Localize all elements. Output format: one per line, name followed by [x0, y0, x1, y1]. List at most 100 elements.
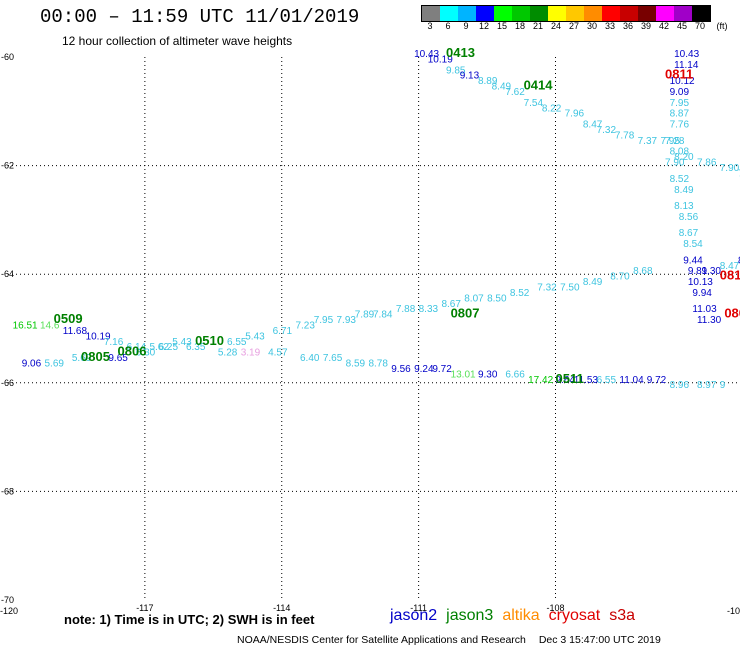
wave-height-label: 16.51 [13, 321, 38, 332]
scale-swatch [674, 6, 692, 21]
wave-height-label: 11.14 [674, 60, 699, 71]
wave-height-label: 8.96 [670, 380, 690, 391]
wave-height-label: 6.66 [505, 369, 525, 380]
lat-tick-label: -64 [1, 269, 14, 279]
wave-height-label: 8.68 [633, 266, 653, 277]
scale-swatch [494, 6, 512, 21]
wave-height-label: 7.95 [670, 98, 690, 109]
wave-height-label: 8.47 [583, 120, 603, 131]
satellite-legend-jason2: jason2 [390, 607, 438, 624]
scale-swatch [548, 6, 566, 21]
lon-tick-label: -10 [727, 606, 740, 616]
scale-swatch [476, 6, 494, 21]
wave-height-label: 11.53 [574, 375, 599, 386]
wave-height-label: 8.22 [542, 103, 562, 114]
satellite-legend: jason2 jason3 altika cryosat s3a [390, 607, 644, 625]
wave-height-label: 9.72 [647, 375, 667, 386]
wave-height-label: 7.37 [638, 136, 658, 147]
wave-height-label: 10.43 [674, 49, 699, 60]
scale-swatch [692, 6, 710, 21]
wave-height-label: 8.07 [464, 293, 484, 304]
wave-height-label: 8.08 [670, 147, 690, 158]
wave-height-label: 9.30 [478, 369, 498, 380]
wave-height-label: 9.72 [432, 364, 452, 375]
wave-height-label: 11.03 [692, 304, 717, 315]
wave-height-label: 9.44 [683, 255, 703, 266]
footer-credit: NOAA/NESDIS Center for Satellite Applica… [237, 634, 671, 646]
wave-height-label: 7.84 [373, 310, 393, 321]
lon-tick-label: -117 [136, 603, 153, 613]
scale-swatch [656, 6, 674, 21]
wave-height-label: 10.12 [670, 76, 695, 87]
wave-height-label: 5.43 [245, 331, 265, 342]
wave-height-label: 9.81 [688, 266, 708, 277]
wave-height-label: 6.55 [227, 337, 247, 348]
wave-height-label: 8.52 [510, 288, 530, 299]
scale-swatch [602, 6, 620, 21]
wave-height-label: 7.54 [524, 98, 544, 109]
wave-height-label: 10.19 [86, 331, 111, 342]
scale-label: 6 [445, 21, 451, 31]
scale-label: 30 [586, 21, 597, 31]
wave-height-label: 6.40 [300, 353, 320, 364]
wave-height-label: 9.65 [108, 353, 128, 364]
wave-height-label: 9.09 [670, 87, 690, 98]
wave-height-label: 7.62 [505, 87, 525, 98]
lat-tick-label: -70 [1, 595, 14, 605]
wave-height-label: 9.94 [692, 288, 712, 299]
scale-swatch [512, 6, 530, 21]
scale-label: 70 [694, 21, 705, 31]
wave-height-label: 11.04 [619, 375, 644, 386]
scale-label: 45 [676, 21, 687, 31]
lat-tick-label: -62 [1, 161, 14, 171]
wave-height-label: 9.24 [414, 364, 434, 375]
pass-id-label: 080 [724, 306, 740, 321]
wave-height-label: 7.95 [314, 315, 334, 326]
scale-swatch [530, 6, 548, 21]
wave-height-label: 6.30 [136, 348, 156, 359]
wave-height-label: 5.62 [149, 342, 169, 353]
color-scale [421, 5, 711, 22]
wave-height-label: 9 [720, 380, 726, 391]
wave-height-label: 7.16 [104, 337, 124, 348]
wave-height-label: 6.55 [597, 375, 617, 386]
wave-height-label: 8.78 [368, 359, 388, 370]
wave-height-label: 5.69 [45, 359, 65, 370]
lon-tick-label: -111 [410, 603, 427, 613]
scale-label: 39 [640, 21, 651, 31]
wave-height-label: 8.67 [679, 228, 699, 239]
wave-height-label: 7.88 [396, 304, 416, 315]
wave-height-label: 7.32 [537, 282, 557, 293]
lon-tick-label: -108 [546, 603, 564, 613]
wave-height-label: 7.90 [720, 163, 740, 174]
scale-label: 9 [463, 21, 469, 31]
scale-swatch [584, 6, 602, 21]
scale-label: 12 [478, 21, 489, 31]
scale-label: 24 [550, 21, 561, 31]
wave-height-label: 9.06 [22, 359, 42, 370]
wave-height-label: 6.35 [186, 342, 206, 353]
scale-swatch [638, 6, 656, 21]
pass-id-label: 0510 [195, 333, 224, 348]
wave-height-label: 17.42 [528, 375, 553, 386]
wave-height-label: 10.43 [414, 49, 439, 60]
pass-id-label: 0413 [446, 45, 475, 60]
wave-height-label: 8.89 [478, 76, 498, 87]
wave-height-label: 8.47 [720, 261, 740, 272]
lat-tick-label: -60 [1, 52, 14, 62]
wave-height-label: 7.89 [355, 310, 375, 321]
wave-height-label: 7.86 [697, 158, 717, 169]
wave-height-label: 7.50 [560, 282, 580, 293]
pass-id-label: 0807 [451, 306, 480, 321]
scale-label: 27 [568, 21, 579, 31]
wave-height-label: 7.90 [665, 158, 685, 169]
wave-height-label: 7.32 [597, 125, 617, 136]
wave-height-label: 5.69 [72, 353, 92, 364]
wave-height-label: 7.78 [615, 130, 635, 141]
wave-height-label: 10.13 [688, 277, 713, 288]
wave-height-label: 7.95 [660, 136, 680, 147]
wave-height-label: 8.97 [697, 380, 717, 391]
wave-height-label: 5.43 [172, 337, 192, 348]
